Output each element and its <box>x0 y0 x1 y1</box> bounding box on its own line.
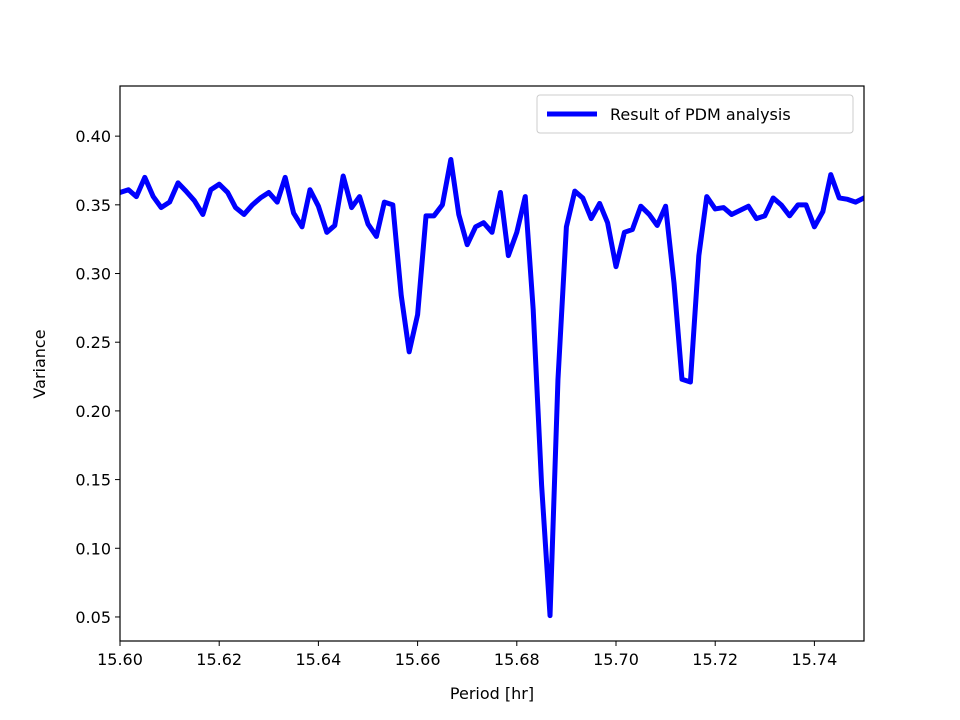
x-axis-ticks: 15.60 15.62 15.64 15.66 15.68 15.70 15.72 15.74 <box>97 641 837 669</box>
x-axis-label: Period [hr] <box>450 684 534 703</box>
y-tick-label: 0.05 <box>75 608 111 627</box>
plot-area <box>120 86 864 641</box>
y-tick-label: 0.40 <box>75 127 111 146</box>
legend-box <box>536 94 854 134</box>
x-tick-label: 15.72 <box>692 650 738 669</box>
x-tick-label: 15.70 <box>593 650 639 669</box>
series-line <box>120 157 864 619</box>
y-axis-label: Variance <box>30 329 49 398</box>
plot-frame <box>119 85 865 642</box>
x-tick-label: 15.66 <box>395 650 441 669</box>
y-tick-label: 0.35 <box>75 196 111 215</box>
y-tick-label: 0.25 <box>75 333 111 352</box>
legend-entry-label: Result of PDM analysis <box>610 105 791 124</box>
y-tick-label: 0.10 <box>75 539 111 558</box>
x-tick-label: 15.64 <box>295 650 341 669</box>
y-tick-label: 0.20 <box>75 402 111 421</box>
series-layer <box>120 157 864 619</box>
x-tick-label: 15.62 <box>196 650 242 669</box>
x-tick-label: 15.60 <box>97 650 143 669</box>
y-tick-label: 0.15 <box>75 471 111 490</box>
legend: Result of PDM analysis <box>536 94 854 134</box>
x-tick-label: 15.74 <box>791 650 837 669</box>
x-tick-label: 15.68 <box>494 650 540 669</box>
y-axis-ticks: 0.05 0.10 0.15 0.20 0.25 0.30 0.35 0.40 <box>75 127 120 627</box>
y-tick-label: 0.30 <box>75 265 111 284</box>
